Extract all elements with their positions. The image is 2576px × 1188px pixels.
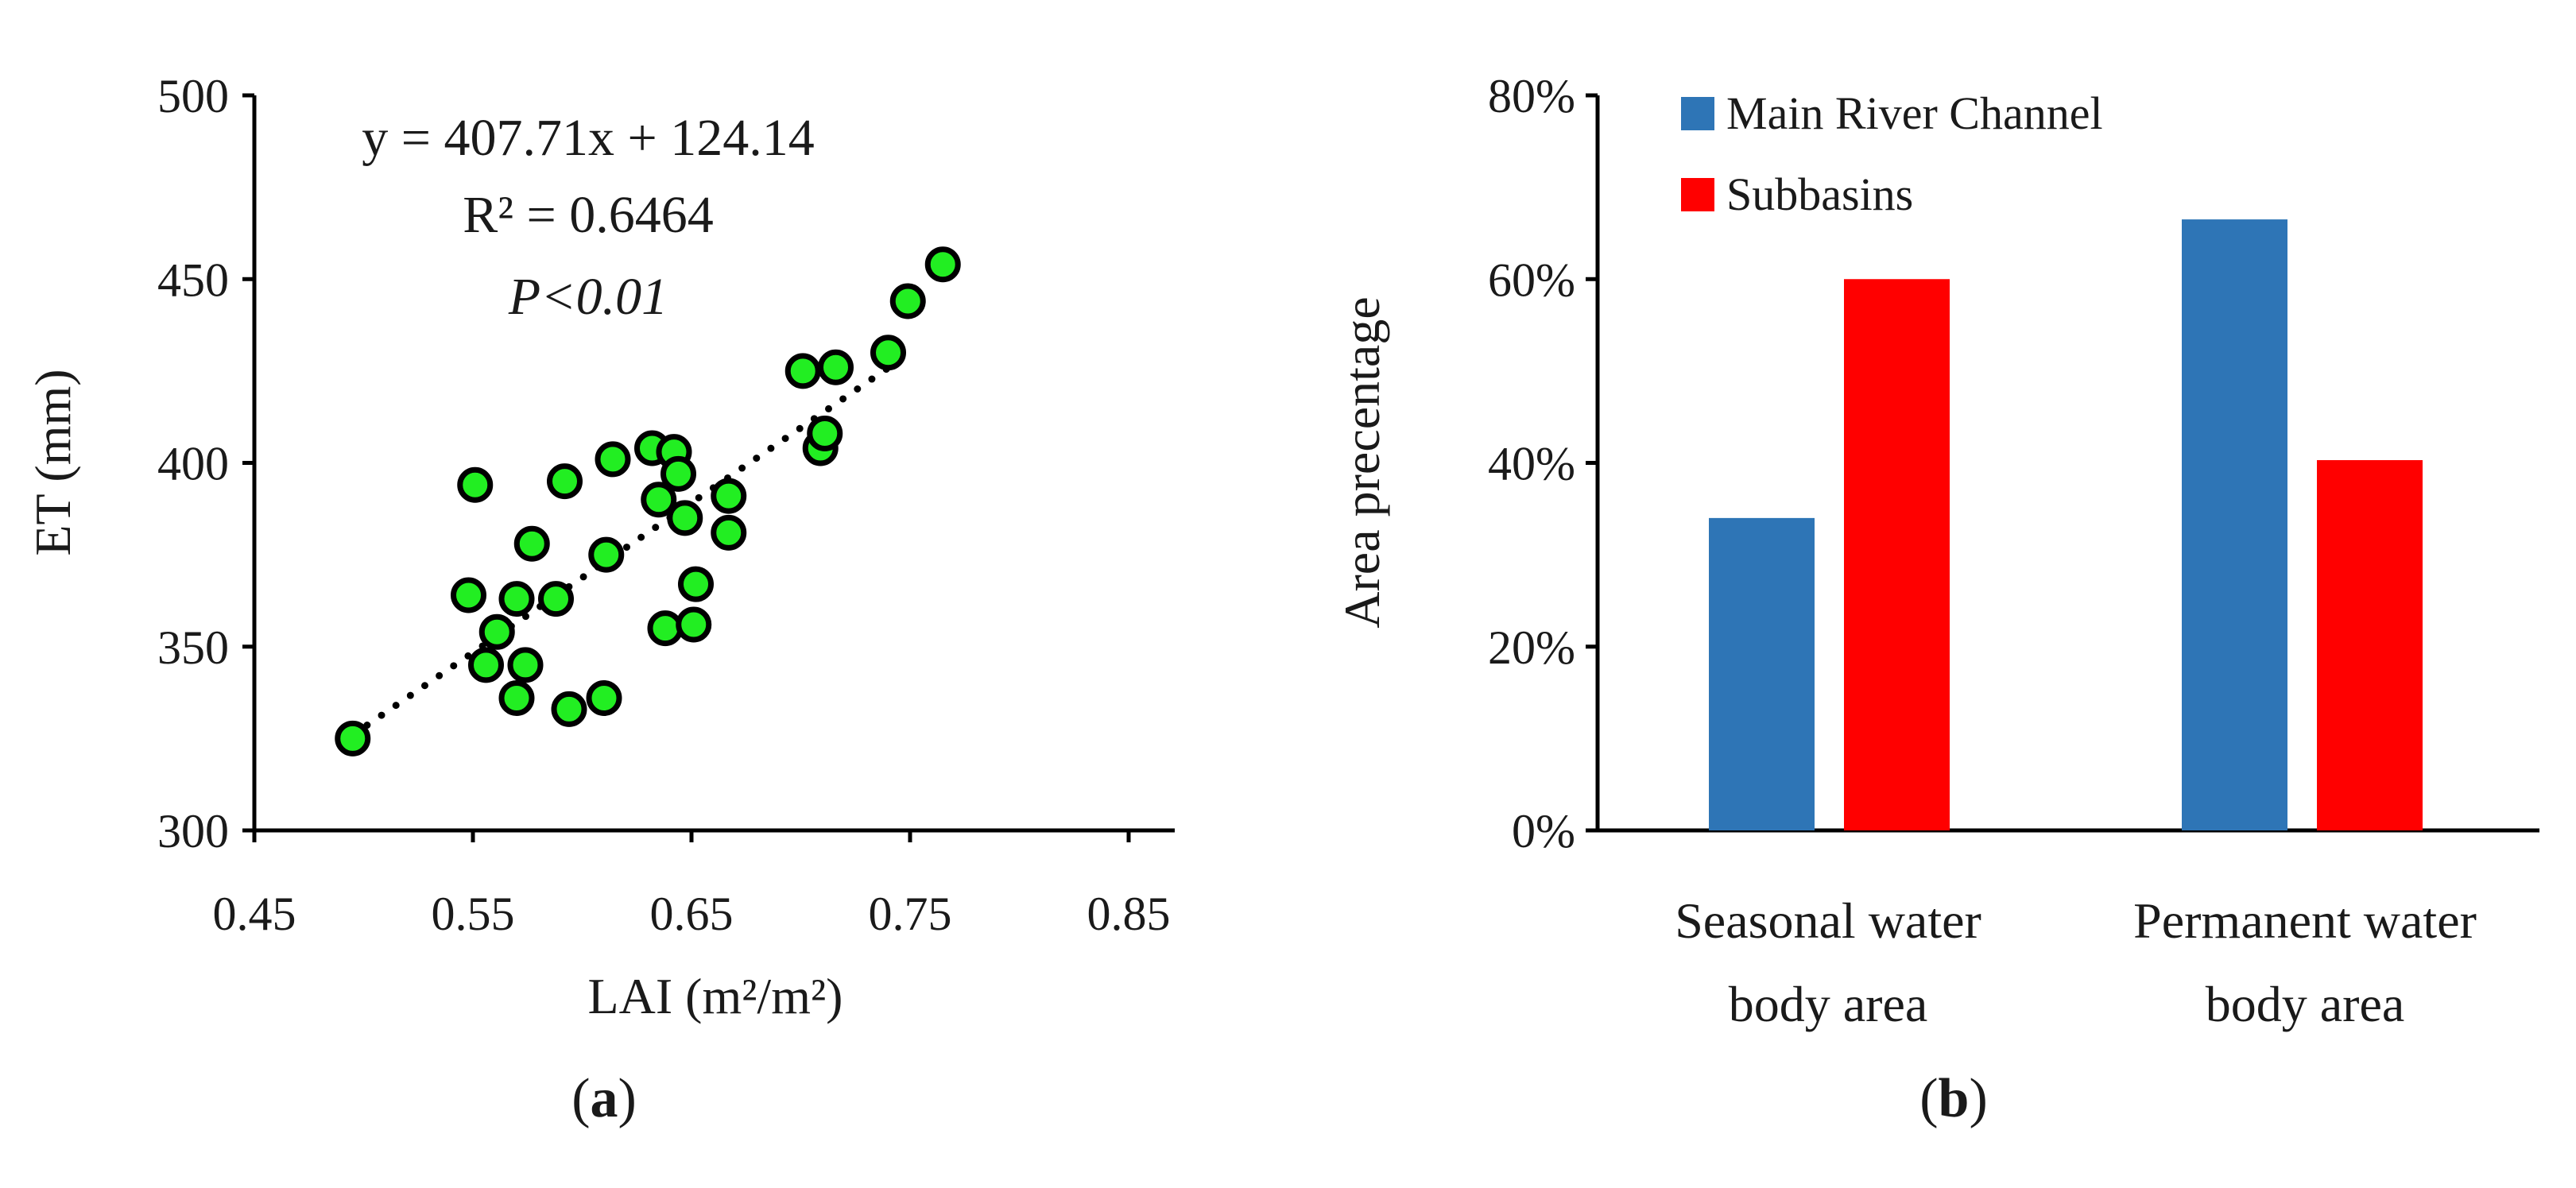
scatter-point	[478, 613, 515, 650]
bar-panel: 0% 20% 40% 60% 80% Area precentage Seasonal …	[1334, 70, 2539, 1129]
scatter-point	[641, 482, 677, 518]
scatter-point	[498, 680, 535, 716]
p-value-label: P<0.01	[508, 268, 668, 326]
scatter-point	[451, 577, 486, 613]
scatter-point	[538, 581, 574, 617]
scatter-point	[595, 441, 631, 478]
scatter-point	[547, 463, 583, 500]
scatter-points	[335, 246, 961, 757]
scatter-y-ticks: 300 350 400 450 500	[157, 70, 254, 857]
bar-subbasins-permanent	[2317, 460, 2423, 830]
trendline	[349, 346, 918, 739]
scatter-y-tick-label: 450	[157, 253, 229, 306]
bar-y-axis-title: Area precentage	[1334, 296, 1390, 628]
scatter-y-tick-label: 350	[157, 621, 229, 674]
scatter-x-tick-label: 0.65	[650, 888, 734, 940]
bar-y-tick-label: 40%	[1488, 438, 1575, 490]
scatter-point	[551, 691, 587, 727]
bar-main-river-seasonal	[1709, 517, 1815, 830]
scatter-y-tick-label: 300	[157, 805, 229, 857]
scatter-point	[818, 349, 854, 385]
panel-label-b: (b)	[1919, 1068, 1988, 1129]
regression-equation: y = 407.71x + 124.14	[362, 109, 814, 167]
category-label-permanent-line2: body area	[2206, 976, 2405, 1032]
scatter-panel: 300 350 400 450 500 0.45 0.55 0.65 0.75 0.85 ET …	[25, 70, 1175, 1129]
bar-subbasins-seasonal	[1844, 279, 1950, 830]
scatter-point	[498, 581, 535, 617]
scatter-y-tick-label: 500	[157, 70, 229, 122]
scatter-y-tick-label: 400	[157, 438, 229, 490]
scatter-point	[660, 455, 696, 492]
legend-label-subbasins: Subbasins	[1726, 168, 1913, 220]
scatter-point	[924, 246, 961, 283]
bar-y-tick-label: 80%	[1488, 70, 1575, 122]
scatter-point	[507, 647, 544, 683]
scatter-point	[457, 466, 494, 503]
scatter-x-ticks: 0.45 0.55 0.65 0.75 0.85	[213, 830, 1171, 940]
scatter-point	[807, 416, 843, 451]
bar-y-tick-label: 60%	[1488, 253, 1575, 306]
panel-label-a: (a)	[571, 1068, 637, 1129]
scatter-point	[711, 478, 747, 514]
scatter-x-tick-label: 0.55	[432, 888, 515, 940]
category-label-seasonal-line2: body area	[1729, 976, 1928, 1032]
scatter-x-tick-label: 0.45	[213, 888, 296, 940]
scatter-point	[889, 283, 926, 319]
category-label-permanent-line1: Permanent water	[2133, 892, 2477, 949]
category-label-seasonal-line1: Seasonal water	[1675, 892, 1981, 949]
legend: Main River Channel Subbasins	[1681, 87, 2103, 220]
scatter-point	[647, 610, 684, 647]
legend-swatch-main-river	[1681, 97, 1714, 130]
scatter-point	[588, 536, 625, 573]
scatter-point	[676, 606, 712, 643]
bars	[1709, 219, 2423, 830]
scatter-x-axis-title: LAI (m²/m²)	[588, 968, 843, 1024]
bar-main-river-permanent	[2182, 219, 2287, 830]
legend-label-main-river: Main River Channel	[1726, 87, 2103, 139]
scatter-point	[784, 353, 821, 389]
scatter-point	[870, 335, 906, 371]
scatter-point	[586, 680, 622, 716]
bar-y-ticks: 0% 20% 40% 60% 80%	[1488, 70, 1598, 857]
r-squared-label: R² = 0.6464	[463, 186, 714, 244]
scatter-y-axis-title: ET (mm)	[25, 369, 81, 555]
scatter-point	[667, 500, 703, 536]
bar-y-tick-label: 20%	[1488, 621, 1575, 674]
scatter-point	[335, 720, 371, 757]
scatter-x-tick-label: 0.85	[1087, 888, 1171, 940]
legend-swatch-subbasins	[1681, 178, 1714, 211]
scatter-point	[513, 525, 550, 562]
scatter-point	[468, 647, 504, 683]
bar-y-tick-label: 0%	[1512, 805, 1575, 857]
scatter-point	[711, 514, 747, 551]
scatter-x-tick-label: 0.75	[869, 888, 952, 940]
scatter-point	[678, 566, 714, 602]
